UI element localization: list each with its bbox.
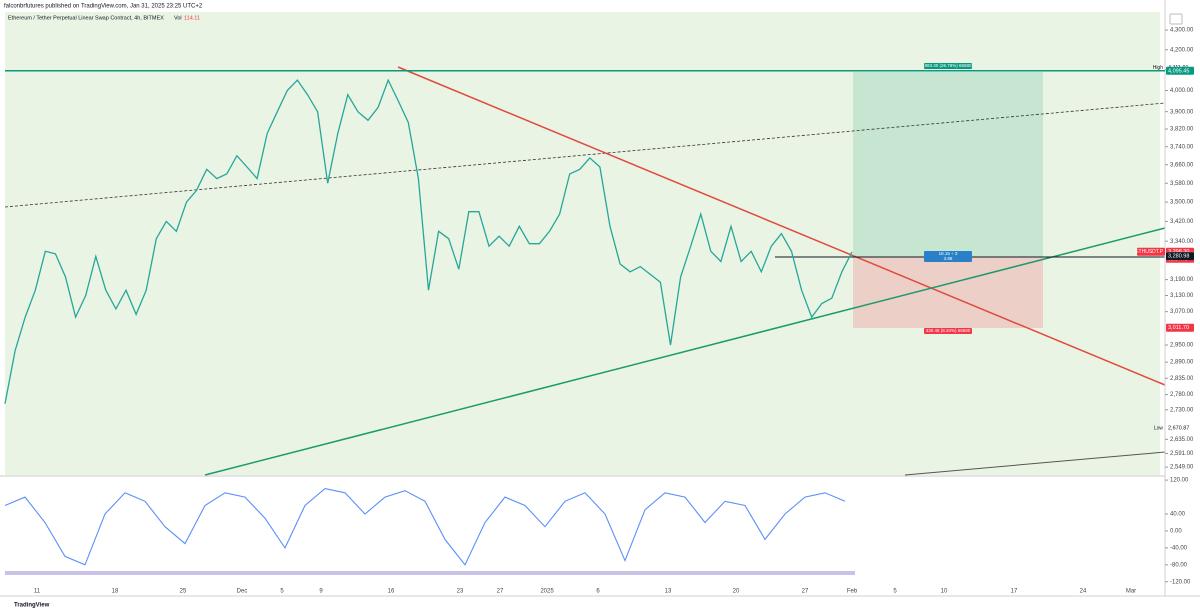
- target-zone: [853, 72, 1043, 257]
- y-tick-label: 2,730.00: [1170, 407, 1194, 413]
- expand-button[interactable]: [1169, 13, 1183, 25]
- price-tag: [1166, 424, 1194, 433]
- resistance-trendline: [397, 66, 1166, 386]
- price-tag-name: Low: [1154, 425, 1164, 431]
- price-line: [4, 78, 853, 404]
- volume-value: 114.11: [184, 15, 200, 21]
- osc-tick-label: 40.00: [1170, 512, 1186, 518]
- x-tick-label: 23: [457, 589, 464, 595]
- x-tick-label: 6: [596, 589, 600, 595]
- x-tick-label: 27: [497, 589, 504, 595]
- y-tick-label: 4,300.00: [1170, 28, 1194, 34]
- y-tick-label: 3,900.00: [1170, 109, 1194, 115]
- x-tick-label: 10: [941, 589, 948, 595]
- symbol-title: Ethereum / Tether Perpetual Linear Swap …: [8, 15, 164, 21]
- x-tick-label: 18: [112, 589, 119, 595]
- y-tick-label: 3,420.00: [1170, 219, 1194, 225]
- price-tag-label: 3,280.98: [1168, 254, 1189, 260]
- x-tick-label: Mar: [1126, 589, 1136, 595]
- y-tick-label: 2,950.00: [1170, 343, 1194, 349]
- y-tick-label: 3,340.00: [1170, 239, 1194, 245]
- osc-tick-label: -40.00: [1170, 545, 1188, 551]
- dashed-trendline: [4, 102, 1166, 208]
- y-tick-label: 4,200.00: [1170, 47, 1194, 53]
- x-tick-label: 2025: [540, 589, 554, 595]
- x-tick-label: 25: [180, 589, 187, 595]
- price-tag: [1166, 66, 1194, 75]
- position-label: 3.88: [944, 256, 953, 261]
- y-tick-label: 3,660.00: [1170, 162, 1194, 168]
- y-tick-label: 2,780.00: [1170, 392, 1194, 398]
- y-tick-label: 4,000.00: [1170, 88, 1194, 94]
- y-tick-label: 2,549.00: [1170, 465, 1194, 471]
- position-label: 18.15 ÷ 3: [939, 251, 958, 256]
- x-tick-label: Feb: [847, 589, 858, 595]
- position-label-box: [924, 328, 972, 334]
- y-tick-label: 2,591.00: [1170, 451, 1194, 457]
- y-tick-label: 3,820.00: [1170, 127, 1194, 133]
- price-tag-name: High: [1153, 65, 1164, 71]
- position-label-box: [924, 251, 972, 257]
- position-label: 330.45 (8.34%) 66580: [926, 328, 971, 333]
- position-label: 893.30 (26.79%) 66580: [924, 63, 972, 68]
- osc-tick-label: -120.00: [1170, 579, 1191, 585]
- osc-tick-label: 0.00: [1170, 529, 1182, 535]
- y-tick-label: 2,635.00: [1170, 437, 1194, 443]
- position-label-box: [924, 63, 972, 69]
- price-tag: [1166, 323, 1194, 332]
- y-tick-label: 3,130.00: [1170, 293, 1194, 299]
- y-tick-label: 3,500.00: [1170, 200, 1194, 206]
- x-tick-label: 5: [893, 589, 897, 595]
- publisher: falconbrfutures published on TradingView…: [4, 4, 203, 10]
- y-tick-label: 3,070.00: [1170, 309, 1194, 315]
- oscillator-line: [4, 488, 846, 566]
- x-tick-label: 27: [802, 589, 809, 595]
- y-tick-label: 2,890.00: [1170, 360, 1194, 366]
- osc-tick-label: 120.00: [1170, 478, 1189, 484]
- footer-brand: TradingView: [14, 603, 50, 609]
- y-tick-label: 3,740.00: [1170, 144, 1194, 150]
- symbol-tag: [1137, 247, 1165, 256]
- price-tag-label: 3,011.70: [1168, 325, 1189, 331]
- price-tag-name: ETHUSDT.P: [1135, 249, 1163, 255]
- x-tick-label: 11: [34, 589, 41, 595]
- x-tick-label: 9: [319, 589, 323, 595]
- y-tick-label: 3,190.00: [1170, 277, 1194, 283]
- price-tag-label: 4,095.45: [1168, 68, 1189, 74]
- x-tick-label: 5: [280, 589, 284, 595]
- price-tag-label: 2,670.87: [1168, 426, 1189, 432]
- x-tick-label: 20: [733, 589, 740, 595]
- x-tick-label: 16: [388, 589, 395, 595]
- x-tick-label: 17: [1011, 589, 1018, 595]
- support-trendline: [204, 227, 1166, 476]
- osc-tick-label: -80.00: [1170, 562, 1188, 568]
- y-tick-label: 2,835.00: [1170, 376, 1194, 382]
- y-tick-label: 3,580.00: [1170, 181, 1194, 187]
- position-label-box: [924, 256, 972, 262]
- volume-label: Vol: [174, 15, 182, 21]
- x-tick-label: 24: [1080, 589, 1087, 595]
- signal-strip: [5, 571, 855, 575]
- channel-line: [904, 451, 1166, 476]
- price-tag: [1166, 252, 1194, 261]
- x-tick-label: 13: [665, 589, 672, 595]
- x-tick-label: Dec: [237, 589, 248, 595]
